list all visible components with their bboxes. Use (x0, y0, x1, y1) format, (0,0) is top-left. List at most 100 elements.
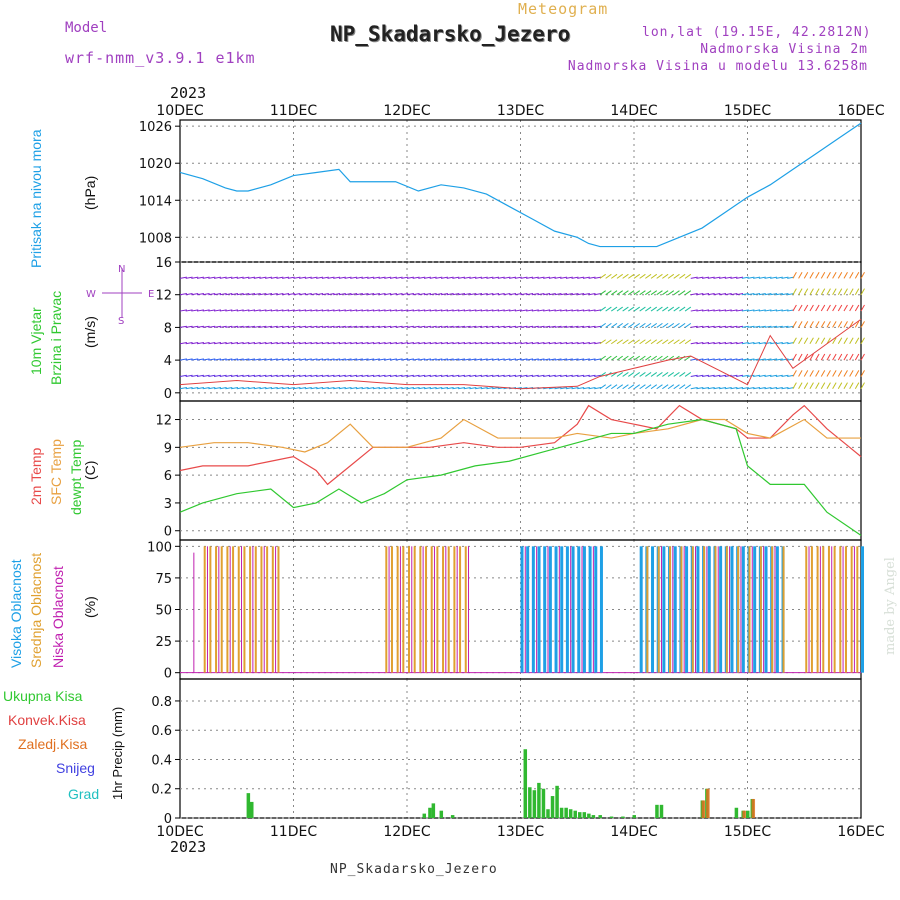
wind-barb (406, 342, 414, 345)
wind-barb (293, 292, 301, 296)
wind-barb (355, 358, 363, 361)
wind-barb (378, 325, 386, 328)
wind-barb (770, 325, 778, 328)
cloud-bar (531, 546, 535, 673)
precip-legend-conv: Konvek.Kisa (8, 712, 86, 728)
precip-bar (609, 816, 614, 818)
wind-barb (588, 387, 596, 390)
wind-barb (645, 306, 652, 312)
wind-barb (514, 325, 522, 328)
cloud-ytick-label: 50 (155, 604, 172, 619)
wind-barb (690, 374, 698, 377)
wind-barb (622, 290, 629, 296)
wind-barb (622, 372, 629, 377)
wind-barb (208, 276, 216, 279)
wind-barb (599, 384, 606, 390)
wind-barb (355, 276, 363, 279)
wind-barb (321, 358, 329, 361)
wind-barb (758, 374, 766, 377)
wind-barb (191, 342, 199, 345)
wind-barb (860, 321, 865, 328)
wind-barb (316, 292, 324, 296)
wind-barb (770, 374, 778, 377)
cloud-bar (639, 546, 643, 673)
cloud-bar (543, 546, 547, 673)
precip-bar (655, 804, 659, 818)
wind-barb (616, 355, 623, 361)
wind-barb (730, 342, 738, 345)
wind-barb (650, 339, 658, 345)
wind-barb (815, 321, 820, 328)
wind-barb (531, 325, 539, 328)
wind-barb (384, 342, 392, 345)
cloud-bar (822, 546, 825, 673)
wind-barb (554, 342, 562, 345)
cloud-bar (413, 546, 416, 673)
cloud-bar (447, 546, 450, 673)
wind-barb (276, 325, 284, 328)
wind-barb (747, 342, 755, 345)
wind-barb (412, 342, 420, 345)
wind-barb (378, 358, 386, 361)
wind-barb (594, 309, 602, 312)
cloud-bar (442, 546, 445, 673)
wind-barb (775, 374, 783, 377)
wind-barb (815, 337, 820, 345)
wind-barb (577, 292, 585, 296)
wind-barb (497, 292, 505, 296)
wind-barb (571, 358, 579, 361)
wind-barb (418, 276, 426, 279)
wind-barb (321, 309, 329, 312)
wind-barb (185, 342, 193, 345)
wind-barb (282, 292, 290, 296)
wind-barb (537, 292, 545, 296)
wind-barb (514, 292, 522, 296)
wind-barb (213, 387, 222, 390)
precip-ytick-label: 0.4 (151, 753, 172, 768)
cloud-bar (524, 546, 526, 673)
wind-barb (242, 276, 250, 279)
wind-barb (327, 374, 335, 377)
wind-barb (446, 358, 454, 361)
wind-barb (503, 292, 511, 296)
wind-barb (321, 374, 329, 377)
wind-barb (423, 309, 432, 312)
wind-barb (611, 372, 618, 377)
wind-barb (333, 374, 341, 377)
wind-barb (599, 306, 606, 312)
wind-barb (367, 325, 375, 328)
model-name: wrf-nmm_v3.9.1 e1km (65, 49, 256, 67)
wind-barb (253, 358, 261, 361)
wind-barb (350, 292, 358, 296)
cloud-bar (419, 546, 422, 673)
cloud-bar (662, 546, 666, 673)
wind-barb (463, 342, 471, 345)
cloud-bar (571, 546, 575, 673)
wind-barb (611, 322, 618, 328)
wind-barb (577, 276, 585, 279)
precip-bar (541, 788, 546, 818)
wind-barb (520, 342, 528, 345)
wind-barb (792, 353, 797, 361)
wind-barb (469, 292, 477, 296)
wind-barb (361, 325, 369, 328)
wind-barb (265, 309, 273, 312)
precip-ytick-label: 0.6 (151, 724, 172, 739)
wind-barb (446, 325, 454, 328)
wind-barb (628, 372, 635, 377)
wind-barb (520, 358, 528, 361)
wind-barb (736, 374, 744, 377)
wind-barb (406, 325, 414, 328)
wind-barb (730, 358, 738, 361)
cloud-bar (850, 546, 853, 673)
wind-barb (361, 374, 369, 377)
wind-barb (826, 321, 831, 328)
wind-barb (753, 374, 761, 377)
wind-barb (832, 370, 837, 377)
wind-barb (463, 325, 471, 328)
wind-barb (242, 387, 250, 390)
wind-barb (270, 387, 278, 390)
wind-barb (690, 342, 698, 345)
wind-barb (316, 387, 324, 390)
wind-ytick-label: 4 (164, 354, 172, 369)
